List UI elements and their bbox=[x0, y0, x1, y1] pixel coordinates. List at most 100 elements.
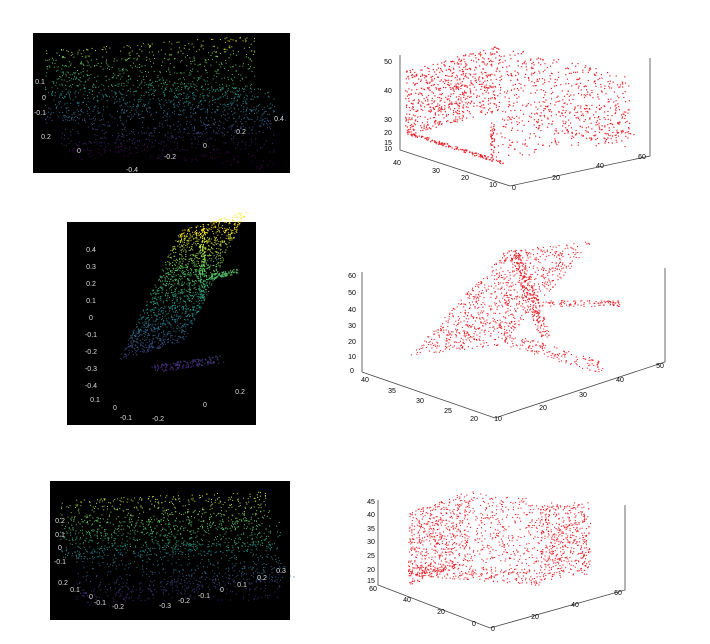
point bbox=[222, 257, 223, 258]
point bbox=[212, 225, 213, 226]
point bbox=[169, 72, 170, 73]
point bbox=[601, 74, 602, 75]
point bbox=[437, 103, 438, 104]
point bbox=[490, 136, 491, 137]
point bbox=[455, 146, 456, 147]
point bbox=[160, 280, 161, 281]
point bbox=[149, 347, 150, 348]
point bbox=[178, 240, 179, 241]
point bbox=[62, 112, 63, 113]
point bbox=[211, 247, 212, 248]
point bbox=[444, 62, 445, 63]
point bbox=[494, 146, 495, 147]
point bbox=[544, 102, 545, 103]
point bbox=[174, 73, 175, 74]
point bbox=[222, 228, 223, 229]
point bbox=[153, 346, 154, 347]
point bbox=[190, 259, 191, 260]
point bbox=[169, 311, 170, 312]
point bbox=[148, 87, 149, 88]
point bbox=[117, 138, 118, 139]
point bbox=[502, 67, 503, 68]
point bbox=[412, 108, 413, 109]
point bbox=[204, 255, 205, 256]
point bbox=[120, 358, 121, 359]
point bbox=[215, 56, 216, 57]
point bbox=[80, 63, 81, 64]
point bbox=[254, 38, 255, 39]
point bbox=[185, 304, 186, 305]
point bbox=[192, 249, 193, 250]
point bbox=[555, 140, 556, 141]
point bbox=[178, 274, 179, 275]
point bbox=[169, 288, 170, 289]
point bbox=[135, 345, 136, 346]
point bbox=[597, 94, 598, 95]
point bbox=[149, 45, 150, 46]
point bbox=[173, 285, 174, 286]
point bbox=[76, 77, 77, 78]
point bbox=[569, 96, 570, 97]
point bbox=[216, 76, 217, 77]
point bbox=[137, 53, 138, 54]
point bbox=[225, 105, 226, 106]
point bbox=[226, 222, 227, 223]
point bbox=[68, 110, 69, 111]
point bbox=[56, 82, 57, 83]
point bbox=[182, 325, 183, 326]
point bbox=[194, 95, 195, 96]
point bbox=[163, 312, 164, 313]
point bbox=[256, 112, 257, 113]
point bbox=[149, 95, 150, 96]
point bbox=[132, 347, 133, 348]
point bbox=[57, 88, 58, 89]
point bbox=[211, 138, 212, 139]
point bbox=[97, 111, 98, 112]
point bbox=[227, 229, 228, 230]
point bbox=[173, 280, 174, 281]
point bbox=[162, 280, 163, 281]
point bbox=[130, 91, 131, 92]
point bbox=[133, 104, 134, 105]
point bbox=[87, 49, 88, 50]
point bbox=[150, 61, 151, 62]
point bbox=[502, 163, 503, 164]
point bbox=[181, 89, 182, 90]
point bbox=[115, 143, 116, 144]
point bbox=[171, 276, 172, 277]
point bbox=[246, 56, 247, 57]
point bbox=[198, 274, 199, 275]
point bbox=[490, 64, 491, 65]
point bbox=[521, 66, 522, 67]
point bbox=[465, 99, 466, 100]
point bbox=[203, 123, 204, 124]
point bbox=[102, 94, 103, 95]
point bbox=[544, 108, 545, 109]
point bbox=[408, 98, 409, 99]
point bbox=[565, 121, 566, 122]
point bbox=[80, 77, 81, 78]
point bbox=[409, 94, 410, 95]
point bbox=[525, 143, 526, 144]
point bbox=[516, 116, 517, 117]
point bbox=[184, 296, 185, 297]
point bbox=[240, 111, 241, 112]
point bbox=[124, 156, 125, 157]
point bbox=[520, 153, 521, 154]
point bbox=[74, 114, 75, 115]
point bbox=[149, 341, 150, 342]
point bbox=[186, 252, 187, 253]
point bbox=[257, 106, 258, 107]
point bbox=[613, 102, 614, 103]
point bbox=[182, 270, 183, 271]
point bbox=[206, 117, 207, 118]
point bbox=[234, 215, 235, 216]
point bbox=[79, 142, 80, 143]
point bbox=[204, 95, 205, 96]
point bbox=[576, 112, 577, 113]
point bbox=[219, 223, 220, 224]
point bbox=[146, 84, 147, 85]
point bbox=[91, 60, 92, 61]
point bbox=[214, 255, 215, 256]
point bbox=[188, 88, 189, 89]
